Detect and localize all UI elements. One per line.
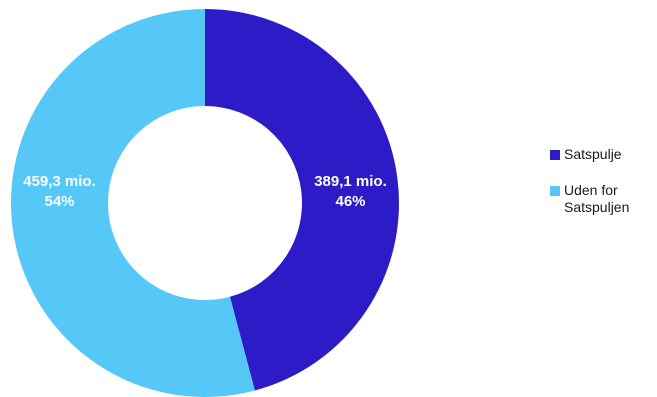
slice-uden-for-satspuljen: [10, 9, 255, 397]
value-label-satspulje: 389,1 mio.: [314, 173, 387, 190]
legend-label-uden-for-satspuljen: Uden for Satspuljen: [564, 182, 630, 215]
legend-label-satspulje: Satspulje: [564, 146, 622, 162]
legend-item-uden-for-satspuljen: Uden for Satspuljen: [550, 182, 655, 216]
legend-swatch-satspulje: [550, 150, 560, 160]
slice-satspulje: [205, 9, 399, 391]
legend-item-satspulje: Satspulje: [550, 146, 655, 163]
percent-label-satspulje: 46%: [335, 193, 365, 210]
donut-chart: 389,1 mio. 46% 459,3 mio. 54%: [10, 9, 399, 397]
percent-label-uden-for-satspuljen: 54%: [44, 193, 74, 210]
donut-slices: [10, 9, 399, 397]
legend: Satspulje Uden for Satspuljen: [550, 146, 655, 235]
legend-swatch-uden-for-satspuljen: [550, 186, 560, 196]
value-label-uden-for-satspuljen: 459,3 mio.: [23, 173, 96, 190]
slice-labels: 389,1 mio. 46% 459,3 mio. 54%: [23, 173, 387, 210]
